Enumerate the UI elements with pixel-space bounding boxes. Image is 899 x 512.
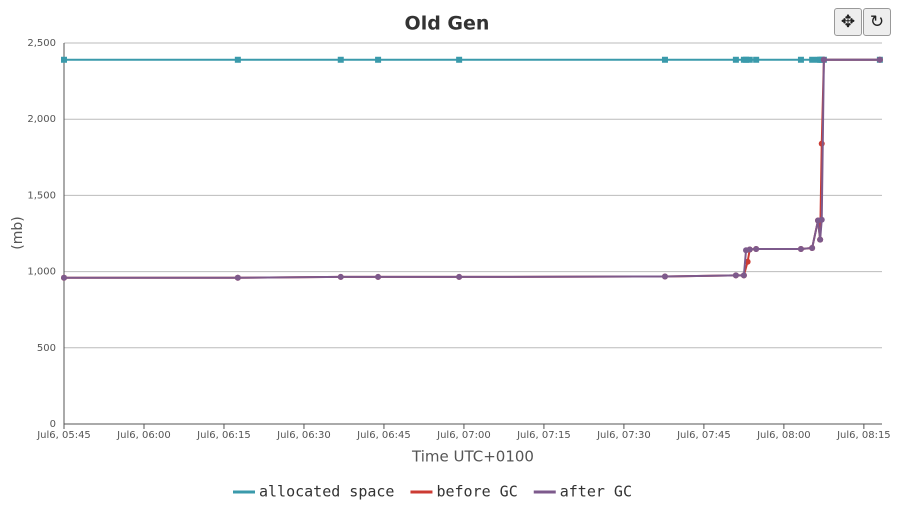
- y-tick-label: 2,500: [27, 38, 56, 49]
- pan-button[interactable]: ✥: [834, 8, 862, 36]
- x-tick-label: Jul6, 08:15: [836, 430, 891, 441]
- point: [809, 244, 816, 251]
- point: [61, 56, 67, 63]
- point: [753, 246, 760, 253]
- point: [732, 56, 739, 63]
- y-tick-label: 2,000: [27, 114, 56, 125]
- point: [820, 56, 827, 63]
- legend-label: before GC: [436, 483, 517, 501]
- legend: allocated space before GC after GC: [233, 483, 632, 501]
- point: [743, 56, 750, 63]
- x-tick-label: Jul6, 07:15: [516, 430, 571, 441]
- point: [753, 56, 760, 63]
- point: [818, 216, 825, 223]
- x-tick-label: Jul6, 05:45: [36, 430, 91, 441]
- x-tick-label: Jul6, 07:00: [436, 430, 491, 441]
- point: [797, 56, 804, 63]
- legend-label: after GC: [560, 483, 632, 501]
- y-tick-label: 1,000: [27, 267, 56, 278]
- chart-title: Old Gen: [405, 13, 490, 35]
- x-tick-label: Jul6, 08:00: [756, 430, 811, 441]
- series-line: [64, 58, 880, 279]
- y-tick-label: 0: [50, 419, 56, 430]
- reset-button[interactable]: ↻: [863, 8, 891, 36]
- point: [797, 246, 804, 253]
- point: [234, 56, 241, 63]
- x-tick-label: Jul6, 07:45: [676, 430, 731, 441]
- point: [337, 273, 344, 280]
- series-line: [64, 58, 880, 279]
- point: [876, 56, 883, 63]
- point: [456, 273, 463, 280]
- x-tick-label: Jul6, 06:30: [276, 430, 331, 441]
- y-axis-label: (mb): [10, 216, 26, 249]
- point: [732, 272, 739, 279]
- x-tick-label: Jul6, 06:00: [116, 430, 171, 441]
- point: [661, 273, 668, 280]
- point: [817, 236, 824, 243]
- point: [746, 246, 753, 253]
- point: [61, 274, 67, 281]
- point: [456, 56, 463, 63]
- legend-label: allocated space: [259, 483, 394, 501]
- x-tick-label: Jul6, 07:30: [596, 430, 651, 441]
- x-tick-label: Jul6, 06:45: [356, 430, 411, 441]
- point: [375, 56, 382, 63]
- point: [661, 56, 668, 63]
- point: [375, 273, 382, 280]
- point: [337, 56, 344, 63]
- y-tick-label: 500: [37, 343, 56, 354]
- point: [809, 56, 816, 63]
- point: [740, 272, 747, 279]
- x-tick-label: Jul6, 06:15: [196, 430, 251, 441]
- point: [746, 56, 753, 63]
- y-tick-label: 1,500: [27, 190, 56, 201]
- point: [234, 274, 241, 281]
- x-axis-label: Time UTC+0100: [411, 448, 534, 466]
